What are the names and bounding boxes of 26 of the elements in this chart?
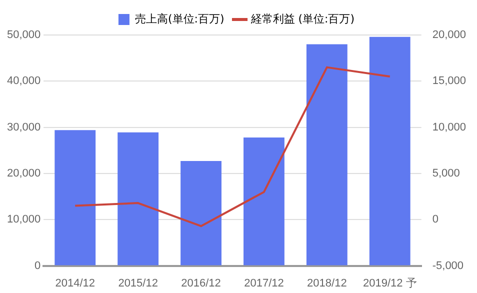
- x-tick-label: 2018/12: [307, 277, 347, 290]
- bar: [306, 44, 348, 266]
- bar: [54, 130, 96, 266]
- bar: [118, 132, 159, 266]
- y2-tick-label: 15,000: [432, 75, 466, 88]
- x-tick-label: 2015/12: [118, 277, 158, 290]
- y2-tick-label: 0: [432, 214, 438, 226]
- bar: [244, 137, 284, 266]
- y-tick-label: 30,000: [6, 121, 41, 134]
- legend-label: 売上高(単位:百万): [134, 12, 224, 26]
- y2-tick-label: 10,000: [432, 121, 466, 134]
- y-tick-label: 40,000: [6, 75, 41, 88]
- x-tick-label: 2014/12: [55, 277, 96, 290]
- bar: [369, 36, 410, 266]
- y-tick-label: 10,000: [6, 214, 41, 226]
- x-tick-label: 2017/12: [244, 277, 284, 290]
- y2-tick-label: 5,000: [432, 168, 460, 180]
- y2-tick-label: 20,000: [432, 29, 466, 42]
- y-tick-label: 50,000: [6, 29, 41, 42]
- x-tick-label: 2016/12: [181, 277, 221, 290]
- y-tick-label: 0: [34, 260, 41, 272]
- bar: [180, 161, 222, 266]
- legend-label: 経常利益 (単位:百万): [250, 12, 355, 26]
- y2-tick-label: -5,000: [432, 260, 464, 272]
- x-tick-label: 2019/12 予: [362, 277, 417, 290]
- y-tick-label: 20,000: [6, 168, 41, 180]
